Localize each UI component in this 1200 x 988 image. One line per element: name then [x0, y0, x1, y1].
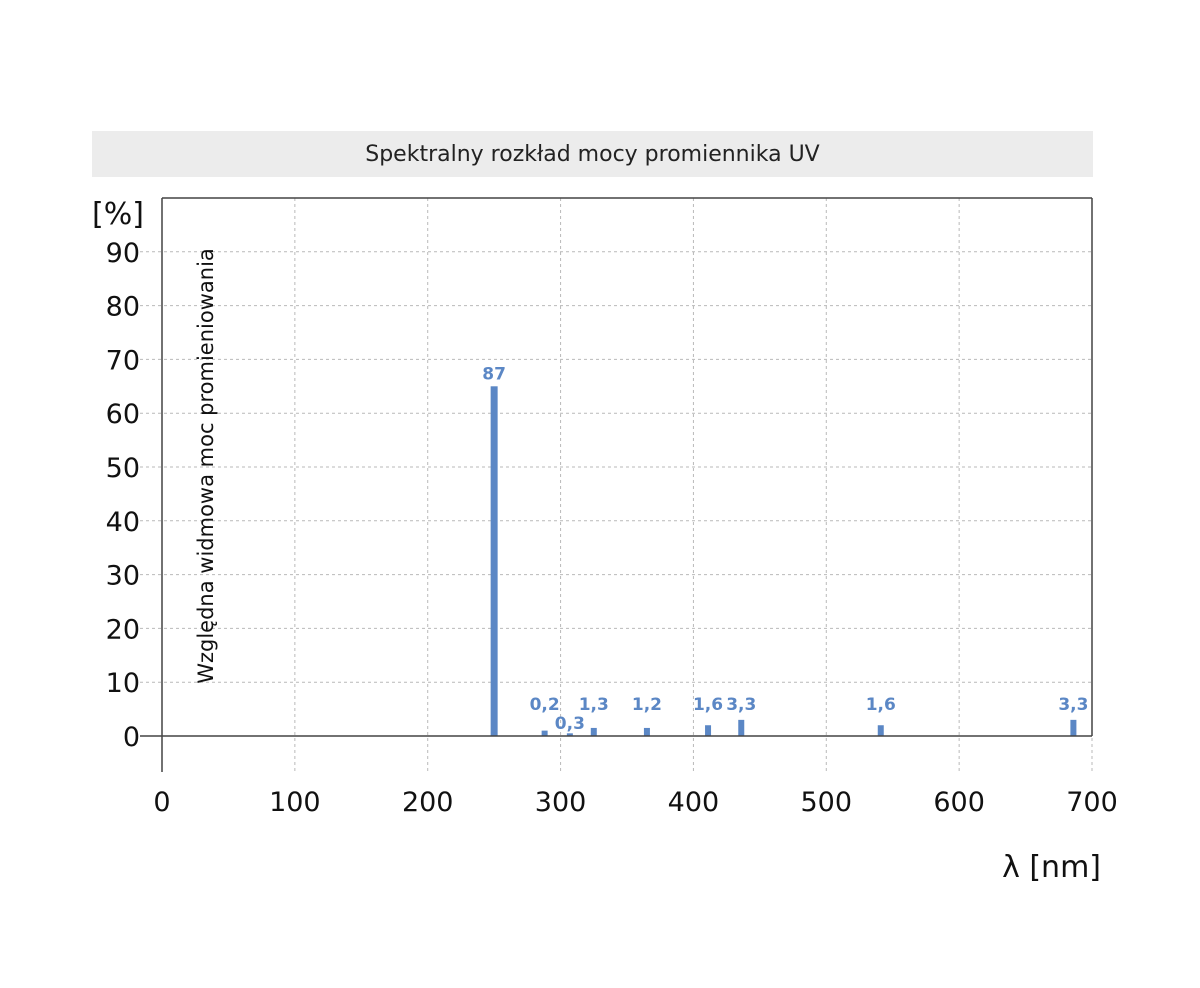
- x-tick-labels: 0 100 200 300 400 500 600 700: [153, 787, 1117, 818]
- y-tick-label-0: 0: [123, 722, 140, 753]
- data-labels: 870,20,31,3 1,2 1,6 3,3 1,6 3,3: [482, 364, 1088, 734]
- y-tick-label-20: 20: [106, 614, 140, 645]
- bar-325: [590, 727, 597, 736]
- bar-365: [643, 727, 650, 736]
- x-tick-label-100: 100: [269, 787, 321, 818]
- bar-411: [705, 725, 712, 736]
- bar-288: [541, 730, 548, 736]
- x-tick-label-400: 400: [668, 787, 720, 818]
- x-tick-label-200: 200: [402, 787, 454, 818]
- y-tick-label-50: 50: [106, 453, 140, 484]
- y-tick-label-30: 30: [106, 561, 140, 592]
- chart-title: Spektralny rozkład mocy promiennika UV: [92, 131, 1093, 177]
- y-tick-label-40: 40: [106, 507, 140, 538]
- y-unit-label: [%]: [92, 197, 144, 232]
- data-label-411: 1,6: [693, 695, 723, 715]
- y-tick-labels: 0 10 20 30 40 50 60 70 80 90: [106, 238, 140, 753]
- bar-686: [1070, 719, 1077, 736]
- y-axis-label: Względna widmowa moc promieniowania: [194, 248, 218, 684]
- bar-436: [738, 719, 745, 736]
- data-label-686: 3,3: [1058, 695, 1088, 715]
- y-tick-label-70: 70: [106, 345, 140, 376]
- data-label-325: 1,3: [579, 695, 609, 715]
- y-tick-label-10: 10: [106, 668, 140, 699]
- data-label-250: 87: [482, 364, 506, 384]
- axes: [140, 197, 1093, 772]
- x-tick-label-500: 500: [801, 787, 853, 818]
- data-label-365: 1,2: [632, 695, 662, 715]
- x-tick-label-600: 600: [933, 787, 985, 818]
- y-tick-label-60: 60: [106, 399, 140, 430]
- data-label-307: 0,3: [555, 714, 585, 734]
- y-tick-label-80: 80: [106, 292, 140, 323]
- bars: [490, 386, 1077, 736]
- grid-lines: [140, 198, 1093, 772]
- bar-307: [566, 733, 573, 736]
- x-tick-label-300: 300: [535, 787, 587, 818]
- data-label-436: 3,3: [726, 695, 756, 715]
- data-label-288: 0,2: [530, 695, 560, 715]
- bar-541: [877, 725, 884, 736]
- x-tick-label-0: 0: [153, 787, 170, 818]
- data-label-541: 1,6: [866, 695, 896, 715]
- y-tick-label-90: 90: [106, 238, 140, 269]
- x-axis-label: λ [nm]: [1002, 850, 1101, 885]
- x-tick-label-700: 700: [1066, 787, 1118, 818]
- bar-250: [490, 386, 498, 736]
